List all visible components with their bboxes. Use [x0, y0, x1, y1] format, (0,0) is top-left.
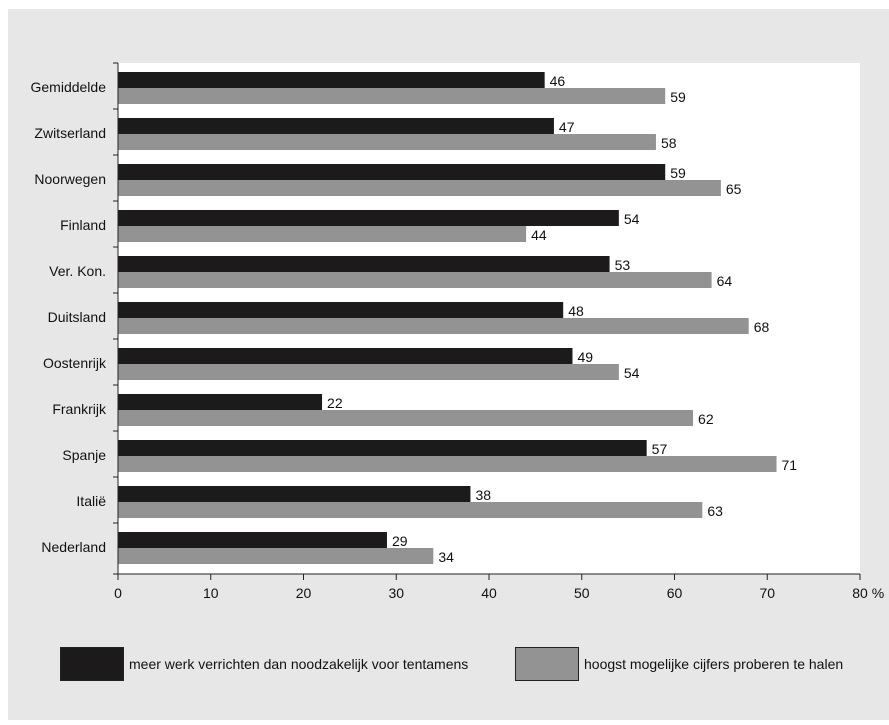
data-label: 57 — [652, 441, 668, 457]
category-label: Duitsland — [48, 309, 106, 325]
legend-swatch — [60, 647, 124, 681]
bar — [118, 502, 703, 518]
bar — [118, 256, 610, 272]
category-label: Finland — [60, 217, 106, 233]
category-label: Gemiddelde — [31, 79, 107, 95]
data-label: 68 — [754, 319, 770, 335]
legend: meer werk verrichten dan noodzakelijk vo… — [8, 646, 889, 682]
bar — [118, 302, 564, 318]
data-label: 29 — [392, 533, 408, 549]
bar — [118, 394, 323, 410]
x-tick-label: 0 — [114, 585, 122, 601]
bar — [118, 548, 434, 564]
bar — [118, 72, 545, 88]
bar — [118, 410, 694, 426]
category-label: Noorwegen — [34, 171, 106, 187]
x-tick-label: 50 — [574, 585, 590, 601]
category-label: Ver. Kon. — [49, 263, 106, 279]
x-tick-label: 40 — [481, 585, 497, 601]
data-label: 58 — [661, 135, 677, 151]
data-label: 22 — [327, 395, 343, 411]
data-label: 47 — [559, 119, 575, 135]
legend-label: meer werk verrichten dan noodzakelijk vo… — [129, 656, 469, 672]
data-label: 62 — [698, 411, 714, 427]
legend-item: hoogst mogelijke cijfers proberen te hal… — [515, 646, 843, 682]
bar — [118, 226, 527, 242]
bar — [118, 456, 777, 472]
data-label: 59 — [670, 89, 686, 105]
bar — [118, 348, 573, 364]
bar — [118, 532, 387, 548]
legend-item: meer werk verrichten dan noodzakelijk vo… — [60, 646, 468, 682]
data-label: 54 — [624, 365, 640, 381]
data-label: 38 — [475, 487, 491, 503]
bar — [118, 440, 647, 456]
data-label: 71 — [782, 457, 798, 473]
data-label: 54 — [624, 211, 640, 227]
data-label: 63 — [707, 503, 723, 519]
bar-chart: 46 59 Gemiddelde 47 58 Zwitserland 59 65 Noorweg… — [31, 62, 884, 601]
x-tick-label: 80 — [852, 585, 868, 601]
chart-panel: 46 59 Gemiddelde 47 58 Zwitserland 59 65 Noorweg… — [8, 9, 889, 720]
data-label: 53 — [615, 257, 631, 273]
x-tick-label: 20 — [296, 585, 312, 601]
bar — [118, 272, 712, 288]
bar — [118, 164, 666, 180]
x-tick-label: 30 — [388, 585, 404, 601]
bar — [118, 88, 666, 104]
data-label: 49 — [577, 349, 593, 365]
x-tick-label: 70 — [759, 585, 775, 601]
bar — [118, 318, 749, 334]
x-tick-label: 60 — [667, 585, 683, 601]
category-label: Italië — [76, 493, 106, 509]
data-label: 64 — [717, 273, 733, 289]
bar — [118, 364, 619, 380]
bar — [118, 180, 721, 196]
bar — [118, 210, 619, 226]
category-label: Oostenrijk — [43, 355, 107, 371]
x-unit-label: % — [872, 585, 884, 601]
bar — [118, 134, 656, 150]
category-label: Spanje — [62, 447, 106, 463]
bar — [118, 486, 471, 502]
data-label: 65 — [726, 181, 742, 197]
legend-swatch — [515, 647, 579, 681]
category-label: Nederland — [41, 539, 106, 555]
legend-label: hoogst mogelijke cijfers proberen te hal… — [584, 656, 844, 672]
data-label: 46 — [550, 73, 566, 89]
x-tick-label: 10 — [203, 585, 219, 601]
bar — [118, 118, 554, 134]
data-label: 34 — [438, 549, 454, 565]
data-label: 44 — [531, 227, 547, 243]
category-label: Frankrijk — [52, 401, 107, 417]
data-label: 59 — [670, 165, 686, 181]
data-label: 48 — [568, 303, 584, 319]
category-label: Zwitserland — [34, 125, 106, 141]
